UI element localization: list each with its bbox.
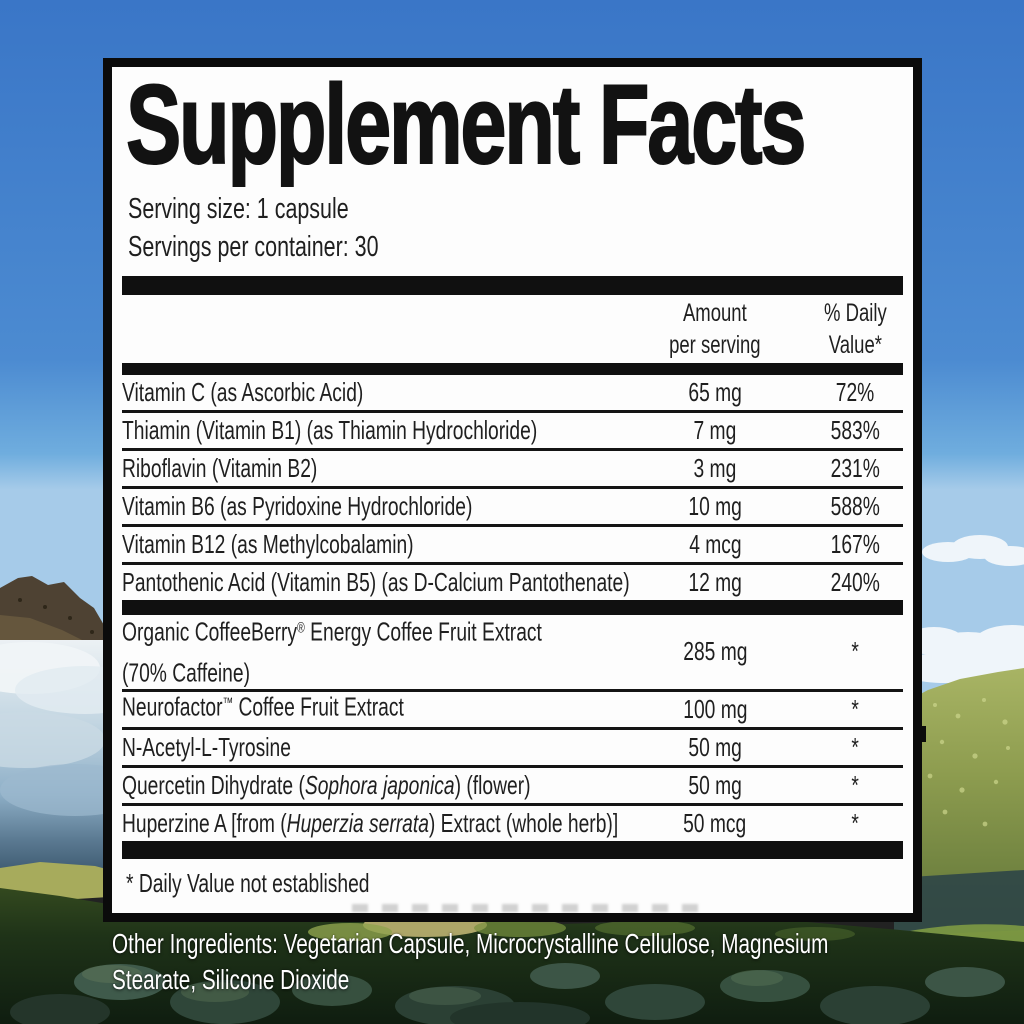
daily-value-cell: 231% [830,452,880,483]
other-ingredients-line1: Other Ingredients: Vegetarian Capsule, M… [112,928,829,959]
sunlit-grass [0,862,125,900]
daily-value-cell: * [851,731,859,762]
ingredient-row: Organic CoffeeBerry® Energy Coffee Fruit… [122,615,903,692]
daily-value-cell: * [851,636,859,667]
ingredient-row: Vitamin B12 (as Methylcobalamin) 4 mcg 167… [122,527,903,565]
ingredient-row: Riboflavin (Vitamin B2) 3 mg 231% [122,451,903,489]
ingredient-name: Neurofactor™ Coffee Fruit Extract [122,691,404,722]
ingredient-name: Thiamin (Vitamin B1) (as Thiamin Hydroch… [122,415,538,446]
amount-cell: 12 mg [688,566,742,597]
other-ingredients-line2: Stearate, Silicone Dioxide [112,964,350,996]
daily-value-footnote: * Daily Value not established [126,867,370,898]
amount-cell: 285 mg [682,636,748,667]
amount-cell: 3 mg [693,452,737,483]
amount-cell: 50 mg [688,769,742,800]
rocky-meadow [0,888,1024,1024]
ingredient-name: N-Acetyl-L-Tyrosine [122,732,291,763]
ingredient-row: Huperzine A [from (Huperzia serrata) Ext… [122,806,903,841]
daily-value-cell: * [851,769,859,800]
daily-value-cell: 588% [830,490,880,521]
ingredient-name: Huperzine A [from (Huperzia serrata) Ext… [122,808,619,839]
ingredient-name: Vitamin C (as Ascorbic Acid) [122,377,364,408]
daily-value-cell: 72% [835,376,875,407]
servings-per-container: Servings per container: 30 [128,230,379,263]
ingredient-row: Vitamin B6 (as Pyridoxine Hydrochloride)… [122,489,903,527]
daily-value-cell: * [851,693,859,724]
ingredient-row: N-Acetyl-L-Tyrosine 50 mg * [122,730,903,768]
photo-artifact [920,726,926,742]
table-header: Amount per serving % Daily Value* [122,295,903,363]
ingredient-row: Pantothenic Acid (Vitamin B5) (as D-Calc… [122,565,903,600]
amount-cell: 7 mg [693,414,737,445]
amount-cell: 4 mcg [688,528,742,559]
daily-value-cell: 583% [830,414,880,445]
daily-value-cell: * [851,807,859,838]
column-header-daily-value: % Daily Value* [823,298,887,359]
ingredient-name: Pantothenic Acid (Vitamin B5) (as D-Calc… [122,567,630,598]
ingredient-row: Neurofactor™ Coffee Fruit Extract 100 mg * [122,692,903,730]
cropped-text-artifact [352,903,712,912]
divider-bar [122,840,903,859]
divider-bar [122,599,903,615]
ingredient-row: Quercetin Dihydrate (Sophora japonica) (… [122,768,903,806]
daily-value-cell: 240% [830,566,880,597]
ingredient-name: Vitamin B6 (as Pyridoxine Hydrochloride) [122,491,473,522]
supplement-facts-panel: Supplement Facts Serving size: 1 capsule… [103,58,922,922]
divider-bar [122,362,903,375]
amount-cell: 50 mcg [683,807,747,838]
ingredient-name: Vitamin B12 (as Methylcobalamin) [122,529,414,560]
amount-cell: 65 mg [688,376,742,407]
amount-cell: 10 mg [688,490,742,521]
amount-cell: 50 mg [688,731,742,762]
ingredient-row: Vitamin C (as Ascorbic Acid) 65 mg 72% [122,375,903,413]
serving-size: Serving size: 1 capsule [128,193,349,226]
ingredient-row: Thiamin (Vitamin B1) (as Thiamin Hydroch… [122,413,903,451]
amount-cell: 100 mg [682,693,748,724]
divider-bar [122,275,903,295]
daily-value-cell: 167% [830,528,880,559]
column-header-amount: Amount per serving [669,298,761,359]
other-ingredients-text: Other Ingredients: Vegetarian Capsule, M… [112,926,1024,999]
panel-title: Supplement Facts [125,62,807,187]
ingredient-rows: Vitamin C (as Ascorbic Acid) 65 mg 72% Thia… [122,375,903,841]
ingredient-name: Organic CoffeeBerry® Energy Coffee Fruit… [122,616,542,688]
ingredient-name: Quercetin Dihydrate (Sophora japonica) (… [122,770,531,801]
ingredient-name: Riboflavin (Vitamin B2) [122,453,318,484]
